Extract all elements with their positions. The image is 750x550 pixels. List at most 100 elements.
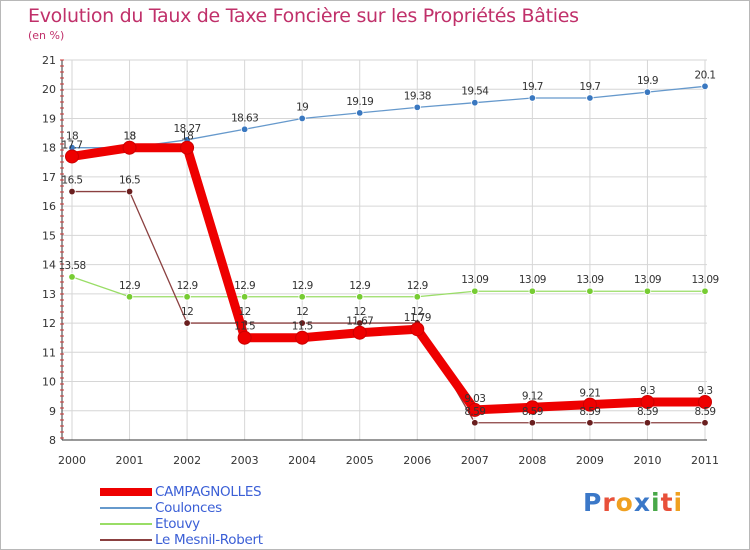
y-tick-label: 16 bbox=[42, 200, 56, 213]
data-label-0: 11.5 bbox=[234, 321, 255, 333]
series-point-0 bbox=[180, 140, 195, 155]
logo-letter: i bbox=[651, 488, 661, 517]
data-label-0: 9.03 bbox=[464, 393, 485, 405]
series-point-0 bbox=[65, 149, 79, 164]
series-point-3 bbox=[183, 319, 191, 327]
x-tick-label: 2006 bbox=[403, 454, 431, 467]
series-point-3 bbox=[471, 419, 479, 427]
data-label-3: 12 bbox=[411, 306, 423, 318]
series-point-1 bbox=[643, 88, 652, 96]
data-label-3: 16.5 bbox=[119, 175, 140, 187]
data-label-3: 12 bbox=[239, 306, 251, 318]
data-label-1: 19 bbox=[296, 101, 308, 113]
data-label-2: 13.09 bbox=[634, 274, 661, 286]
data-label-1: 18.27 bbox=[174, 123, 201, 135]
y-tick-label: 21 bbox=[42, 54, 56, 67]
data-label-2: 12.9 bbox=[292, 280, 313, 292]
series-line-0 bbox=[67, 143, 710, 415]
series-point-2 bbox=[125, 293, 134, 301]
logo-letter: r bbox=[602, 488, 616, 517]
data-label-2: 13.09 bbox=[519, 274, 546, 286]
data-label-3: 12 bbox=[181, 306, 193, 318]
series-point-0 bbox=[698, 395, 712, 409]
series-point-1 bbox=[298, 114, 306, 123]
x-tick-label: 2002 bbox=[173, 454, 201, 467]
y-tick-label: 13 bbox=[42, 288, 56, 301]
data-label-0: 17.7 bbox=[62, 139, 83, 151]
y-tick-label: 12 bbox=[42, 317, 56, 330]
legend-item-coulonces[interactable]: Coulonces bbox=[100, 500, 263, 516]
series-point-3 bbox=[298, 319, 306, 327]
legend-swatch-le-mesnil-robert bbox=[100, 539, 152, 541]
data-label-0: 11.79 bbox=[404, 312, 431, 324]
data-label-0: 9.12 bbox=[522, 390, 543, 402]
x-tick-label: 2003 bbox=[231, 454, 259, 467]
data-label-1: 18 bbox=[66, 131, 78, 143]
series-point-2 bbox=[528, 287, 537, 295]
data-label-0: 18 bbox=[181, 131, 193, 143]
data-label-3: 8.59 bbox=[637, 406, 658, 418]
data-label-1: 20.1 bbox=[695, 69, 716, 81]
series-point-3 bbox=[586, 419, 594, 427]
data-label-2: 13.09 bbox=[461, 274, 488, 286]
series-point-1 bbox=[413, 103, 421, 112]
data-label-1: 19.54 bbox=[461, 86, 489, 98]
x-tick-label: 2001 bbox=[116, 454, 144, 467]
legend-label-etouvy: Etouvy bbox=[155, 516, 200, 532]
series-point-0 bbox=[295, 330, 310, 345]
legend-item-campagnolles[interactable]: CAMPAGNOLLES bbox=[100, 484, 263, 500]
data-label-1: 18.63 bbox=[231, 112, 258, 124]
legend-label-coulonces: Coulonces bbox=[155, 500, 222, 516]
series-point-1 bbox=[240, 125, 249, 133]
y-tick-label: 20 bbox=[42, 83, 56, 96]
series-point-2 bbox=[471, 287, 479, 295]
logo-letter: o bbox=[615, 488, 634, 517]
legend-item-le-mesnil-robert[interactable]: Le Mesnil-Robert bbox=[100, 532, 263, 548]
series-point-2 bbox=[643, 287, 652, 295]
proxiti-logo: Proxiti bbox=[583, 488, 683, 517]
series-point-1 bbox=[586, 94, 594, 102]
x-tick-label: 2004 bbox=[288, 454, 316, 467]
series-point-1 bbox=[471, 98, 479, 107]
series-point-2 bbox=[701, 287, 709, 295]
data-label-2: 12.9 bbox=[349, 280, 370, 292]
data-label-0: 9.3 bbox=[698, 385, 713, 397]
series-point-2 bbox=[240, 293, 249, 301]
series-point-2 bbox=[413, 293, 421, 301]
data-label-3: 12 bbox=[296, 306, 308, 318]
data-label-1: 19.7 bbox=[579, 81, 600, 93]
data-label-0: 18 bbox=[123, 131, 135, 143]
data-label-2: 13.58 bbox=[58, 260, 85, 272]
series-point-3 bbox=[701, 419, 709, 427]
data-label-1: 19.38 bbox=[404, 90, 431, 102]
data-label-3: 8.59 bbox=[522, 406, 543, 418]
x-tick-label: 2008 bbox=[518, 454, 546, 467]
data-label-2: 13.09 bbox=[691, 274, 718, 286]
series-point-3 bbox=[68, 187, 76, 196]
data-label-3: 8.59 bbox=[695, 406, 716, 418]
data-label-2: 13.09 bbox=[576, 274, 603, 286]
y-tick-label: 17 bbox=[42, 171, 56, 184]
series-point-2 bbox=[183, 293, 191, 301]
legend-swatch-etouvy bbox=[100, 523, 152, 525]
data-label-2: 12.9 bbox=[119, 280, 140, 292]
data-label-0: 11.5 bbox=[292, 321, 313, 333]
logo-letter: t bbox=[660, 488, 674, 517]
x-tick-label: 2007 bbox=[461, 454, 489, 467]
series-point-0 bbox=[640, 395, 655, 409]
series-point-2 bbox=[586, 287, 594, 295]
series-point-2 bbox=[356, 293, 364, 301]
data-label-3: 8.59 bbox=[579, 406, 600, 418]
y-tick-label: 19 bbox=[42, 112, 56, 125]
series-point-0 bbox=[582, 397, 597, 412]
legend-label-campagnolles: CAMPAGNOLLES bbox=[155, 484, 262, 500]
data-label-0: 9.3 bbox=[640, 385, 655, 397]
chart-legend: CAMPAGNOLLES Coulonces Etouvy Le Mesnil-… bbox=[100, 484, 263, 548]
legend-item-etouvy[interactable]: Etouvy bbox=[100, 516, 263, 532]
y-tick-label: 14 bbox=[42, 259, 56, 272]
y-tick-label: 10 bbox=[42, 376, 56, 389]
y-tick-label: 9 bbox=[49, 405, 56, 418]
series-point-1 bbox=[701, 82, 709, 91]
data-label-2: 12.9 bbox=[407, 280, 428, 292]
